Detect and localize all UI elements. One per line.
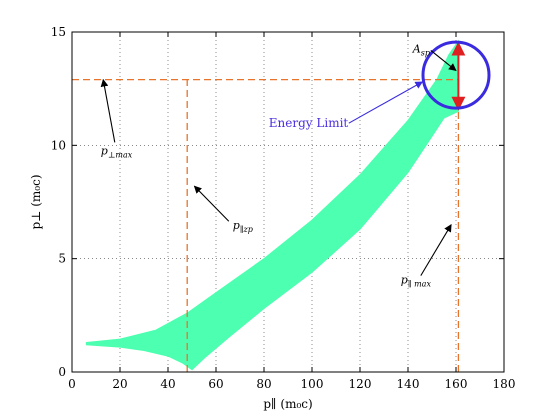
x-tick-label: 140	[397, 377, 420, 391]
x-axis-label: p∥ (m₀c)	[263, 397, 312, 411]
annotation-arrow-p_par_zp	[193, 185, 230, 222]
annotation-asp: Asp	[412, 42, 430, 57]
y-tick-label: 10	[51, 138, 66, 152]
x-tick-label: 80	[256, 377, 271, 391]
annotation-arrow-p_par_max	[420, 224, 452, 276]
data-region	[85, 39, 459, 371]
x-tick-label: 20	[112, 377, 127, 391]
x-tick-label: 180	[493, 377, 516, 391]
annotation-arrow-energy_limit	[348, 81, 424, 124]
annotation-p_perp_max: p⊥max	[101, 144, 133, 159]
x-tick-label: 160	[445, 377, 468, 391]
annotation-arrow-asp	[430, 49, 457, 72]
x-tick-label: 60	[208, 377, 223, 391]
tick-labels: 0 20 40 60 80 100 120 140 160 180 0 5 10 15	[51, 25, 516, 391]
x-tick-label: 0	[68, 377, 76, 391]
y-tick-label: 0	[58, 365, 66, 379]
annotation-p_par_zp: p∥zp	[233, 219, 253, 234]
y-tick-label: 15	[51, 25, 66, 39]
plot-frame	[71, 31, 505, 373]
y-axis-label: p⊥ (m₀c)	[29, 174, 43, 229]
reference-lines	[72, 40, 491, 372]
x-tick-label: 40	[160, 377, 175, 391]
annotation-energy_limit: Energy Limit	[269, 116, 349, 130]
energy-limit-circle	[421, 40, 491, 110]
y-tick-label: 5	[58, 252, 66, 266]
axes-frame	[71, 31, 505, 373]
annotation-p_par_max: p∥ max	[401, 274, 432, 289]
x-tick-label: 120	[349, 377, 372, 391]
x-tick-label: 100	[301, 377, 324, 391]
annotation-arrow-p_perp_max	[100, 78, 116, 143]
annotations: p⊥max p∥zp p∥ max Asp Energy Limit	[100, 42, 457, 289]
data-region-layer	[85, 39, 459, 371]
